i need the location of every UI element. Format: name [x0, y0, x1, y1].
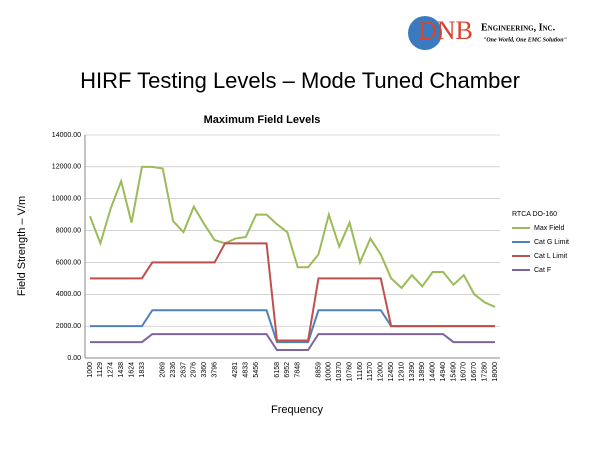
chart-title: Maximum Field Levels [204, 114, 321, 126]
y-tick-label: 14000.00 [52, 132, 81, 139]
x-tick-label: 2637 [180, 362, 187, 378]
x-tick-label: 6952 [284, 362, 291, 378]
x-tick-label: 16670 [471, 362, 478, 382]
x-tick-label: 12000 [378, 362, 385, 382]
x-tick-label: 3360 [201, 362, 208, 378]
logo-text: DNB [418, 16, 473, 45]
x-tick-label: 12450 [388, 362, 395, 382]
y-tick-label: 0.00 [67, 355, 81, 362]
legend-label: Cat G Limit [534, 239, 569, 246]
x-tick-label: 14400 [430, 362, 437, 382]
x-tick-label: 1000 [87, 362, 94, 378]
x-tick-label: 2976 [191, 362, 198, 378]
x-tick-label: 10370 [336, 362, 343, 382]
y-tick-label: 2000.00 [56, 323, 81, 330]
x-tick-label: 13390 [409, 362, 416, 382]
x-tick-label: 16070 [461, 362, 468, 382]
x-tick-label: 1129 [97, 362, 104, 377]
tagline: "One World, One EMC Solution" [483, 37, 567, 43]
x-tick-label: 6158 [274, 362, 281, 378]
x-tick-label: 12910 [398, 362, 405, 382]
slide-title: HIRF Testing Levels – Mode Tuned Chamber [80, 68, 520, 93]
x-tick-label: 1833 [139, 362, 146, 378]
legend-label: Cat F [534, 267, 551, 274]
company-name: Engineering, Inc. [481, 22, 556, 33]
x-tick-label: 2069 [160, 362, 167, 378]
series-line [90, 333, 495, 352]
series-line [90, 242, 495, 342]
x-tick-label: 11570 [367, 362, 374, 381]
x-tick-label: 18000 [492, 362, 499, 382]
x-tick-label: 11160 [357, 362, 364, 381]
x-tick-label: 17280 [481, 362, 488, 382]
x-tick-label: 4281 [232, 362, 239, 378]
x-tick-label: 7848 [295, 362, 302, 378]
y-tick-label: 6000.00 [56, 259, 81, 266]
x-tick-label: 1438 [118, 362, 125, 378]
x-tick-label: 14940 [440, 362, 447, 382]
y-tick-label: 4000.00 [56, 291, 81, 298]
x-tick-label: 4833 [243, 362, 250, 378]
logo-globe [408, 16, 442, 50]
x-tick-label: 2336 [170, 362, 177, 378]
x-axis-label: Frequency [271, 404, 323, 416]
legend-title: RTCA DO-160 [512, 211, 557, 218]
x-tick-label: 1624 [128, 362, 135, 378]
x-tick-label: 15490 [450, 362, 457, 382]
y-tick-label: 8000.00 [56, 227, 81, 234]
x-tick-label: 5456 [253, 362, 260, 378]
y-axis-label: Field Strength – V/m [16, 196, 28, 296]
series-line [89, 165, 496, 308]
x-tick-label: 10760 [346, 362, 353, 382]
x-tick-label: 8859 [315, 362, 322, 378]
x-tick-label: 3796 [211, 362, 218, 378]
x-tick-label: 1274 [108, 362, 115, 378]
x-tick-label: 13890 [419, 362, 426, 382]
x-tick-label: 10000 [326, 362, 333, 382]
y-tick-label: 10000.00 [52, 196, 81, 203]
legend-label: Cat L Limit [534, 253, 567, 260]
y-tick-label: 12000.00 [52, 164, 81, 171]
legend-label: Max Field [534, 225, 564, 232]
